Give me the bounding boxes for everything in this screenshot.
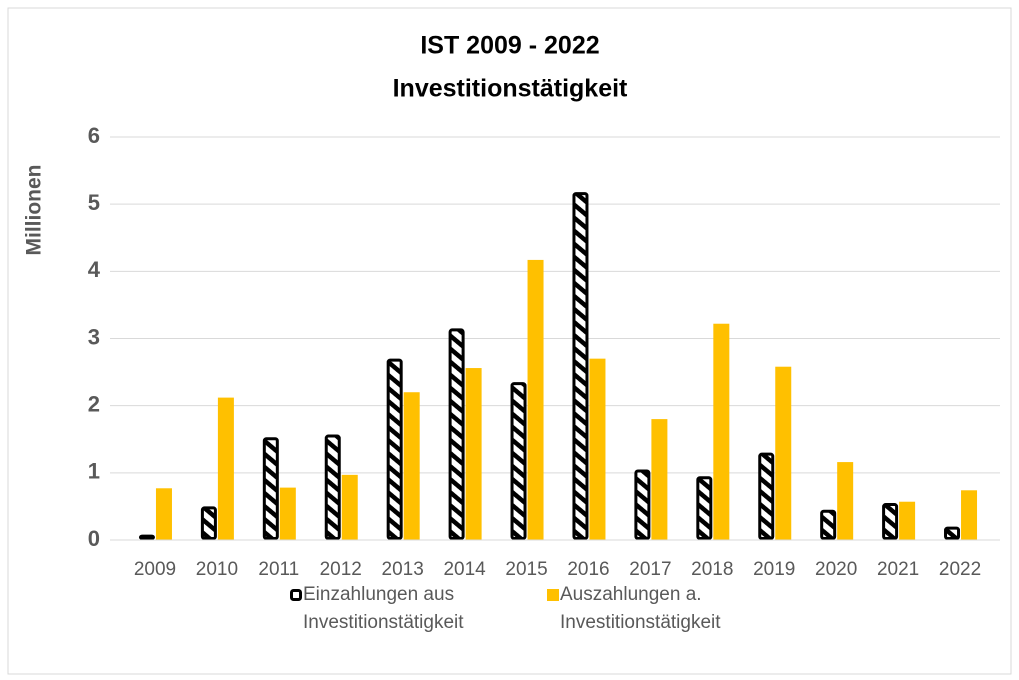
legend-entry: Auszahlungen a. Investitionstätigkeit (560, 584, 721, 633)
x-tick-label: 2013 (382, 559, 424, 580)
x-tick-label: 2019 (753, 559, 795, 580)
y-axis-label: Millionen (23, 165, 46, 256)
bar (324, 434, 341, 541)
bar (775, 366, 792, 540)
bar (651, 419, 668, 540)
bar (882, 503, 899, 540)
y-tick-label: 1 (88, 459, 100, 484)
x-tick-label: 2018 (691, 559, 733, 580)
legend-marker (290, 589, 302, 601)
x-tick-label: 2016 (567, 559, 609, 580)
x-tick-label: 2020 (815, 559, 857, 580)
y-tick-label: 2 (88, 391, 100, 416)
legend-label: Einzahlungen aus Investitionstätigkeit (303, 584, 464, 633)
y-tick-label: 5 (88, 190, 100, 215)
chart-frame (7, 7, 1012, 675)
bar (403, 392, 420, 540)
bar (155, 488, 172, 540)
y-tick-label: 0 (88, 526, 100, 551)
x-tick-label: 2015 (505, 559, 547, 580)
x-tick-label: 2010 (196, 559, 238, 580)
x-tick-label: 2012 (320, 559, 362, 580)
bar (386, 358, 403, 540)
bar (572, 192, 589, 540)
x-tick-label: 2017 (629, 559, 671, 580)
x-tick-label: 2021 (877, 559, 919, 580)
bar (820, 509, 837, 540)
x-tick-label: 2022 (939, 559, 981, 580)
bar (138, 534, 155, 540)
x-tick-label: 2009 (134, 559, 176, 580)
bar (758, 452, 775, 540)
bar (448, 328, 465, 540)
bar (341, 474, 358, 540)
bar (510, 382, 527, 540)
legend-marker (547, 589, 559, 601)
bar (217, 397, 234, 540)
bar (961, 490, 978, 540)
bar (527, 259, 544, 540)
legend-entry: Einzahlungen aus Investitionstätigkeit (303, 584, 464, 633)
bar (899, 501, 916, 540)
bar (465, 368, 482, 540)
bar (696, 476, 713, 541)
bar (279, 487, 296, 540)
bar (713, 323, 730, 540)
y-tick-label: 6 (88, 123, 100, 148)
bar (589, 358, 606, 540)
y-tick-label: 3 (88, 324, 100, 349)
x-tick-label: 2011 (258, 559, 299, 580)
bar (944, 526, 961, 540)
bar (200, 506, 217, 540)
bar (262, 437, 279, 540)
chart-title: IST 2009 - 2022 (420, 32, 599, 60)
bar (634, 469, 651, 541)
bar (837, 462, 854, 540)
x-tick-label: 2014 (443, 559, 486, 580)
chart-subtitle: Investitionstätigkeit (393, 75, 628, 103)
legend-label: Auszahlungen a. Investitionstätigkeit (560, 584, 721, 633)
y-tick-label: 4 (88, 257, 101, 282)
